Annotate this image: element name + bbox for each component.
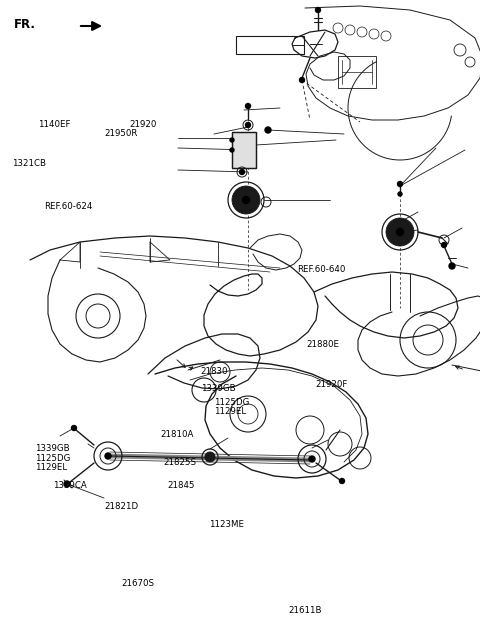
Circle shape bbox=[386, 218, 414, 246]
Bar bbox=[232, 132, 256, 168]
Circle shape bbox=[339, 478, 345, 483]
Circle shape bbox=[397, 181, 403, 187]
Circle shape bbox=[230, 148, 234, 152]
Text: 1123ME: 1123ME bbox=[209, 520, 244, 529]
Text: 21810A: 21810A bbox=[161, 430, 194, 439]
Text: 21825S: 21825S bbox=[163, 458, 196, 467]
Text: 1129EL: 1129EL bbox=[35, 463, 67, 472]
Circle shape bbox=[396, 228, 404, 235]
Text: 21920F: 21920F bbox=[316, 380, 348, 389]
Text: 1125DG: 1125DG bbox=[214, 398, 249, 407]
Text: 1125DG: 1125DG bbox=[35, 454, 70, 463]
Text: REF.60-640: REF.60-640 bbox=[297, 265, 345, 274]
Text: 1339GB: 1339GB bbox=[35, 444, 69, 453]
Circle shape bbox=[232, 186, 260, 214]
Circle shape bbox=[315, 8, 321, 13]
Circle shape bbox=[205, 452, 215, 462]
Bar bbox=[338, 56, 376, 88]
Text: 1140EF: 1140EF bbox=[38, 121, 71, 129]
Circle shape bbox=[398, 192, 402, 196]
Circle shape bbox=[230, 138, 234, 142]
Circle shape bbox=[449, 263, 455, 269]
Text: 21670S: 21670S bbox=[121, 579, 155, 588]
Text: 21830: 21830 bbox=[201, 367, 228, 376]
Text: 21821D: 21821D bbox=[105, 502, 139, 511]
Circle shape bbox=[240, 169, 244, 174]
Circle shape bbox=[245, 103, 251, 108]
Text: 1129EL: 1129EL bbox=[214, 407, 246, 416]
Circle shape bbox=[72, 426, 76, 431]
Circle shape bbox=[64, 481, 70, 487]
Circle shape bbox=[300, 78, 304, 83]
Bar bbox=[232, 132, 256, 168]
Text: 21845: 21845 bbox=[167, 481, 194, 490]
Text: 1339GB: 1339GB bbox=[201, 384, 235, 393]
Bar bbox=[236, 36, 304, 54]
Text: 1339CA: 1339CA bbox=[53, 481, 86, 490]
Circle shape bbox=[442, 242, 446, 247]
Circle shape bbox=[105, 453, 111, 459]
Circle shape bbox=[265, 127, 271, 133]
Text: 21880E: 21880E bbox=[306, 340, 339, 349]
Circle shape bbox=[309, 456, 315, 462]
Text: 21611B: 21611B bbox=[288, 606, 322, 615]
Text: FR.: FR. bbox=[13, 18, 36, 31]
Circle shape bbox=[242, 197, 250, 203]
Text: 21950R: 21950R bbox=[105, 129, 138, 138]
Text: 21920: 21920 bbox=[130, 121, 157, 129]
Circle shape bbox=[245, 122, 251, 128]
Text: 1321CB: 1321CB bbox=[12, 159, 46, 168]
Text: REF.60-624: REF.60-624 bbox=[44, 202, 93, 211]
